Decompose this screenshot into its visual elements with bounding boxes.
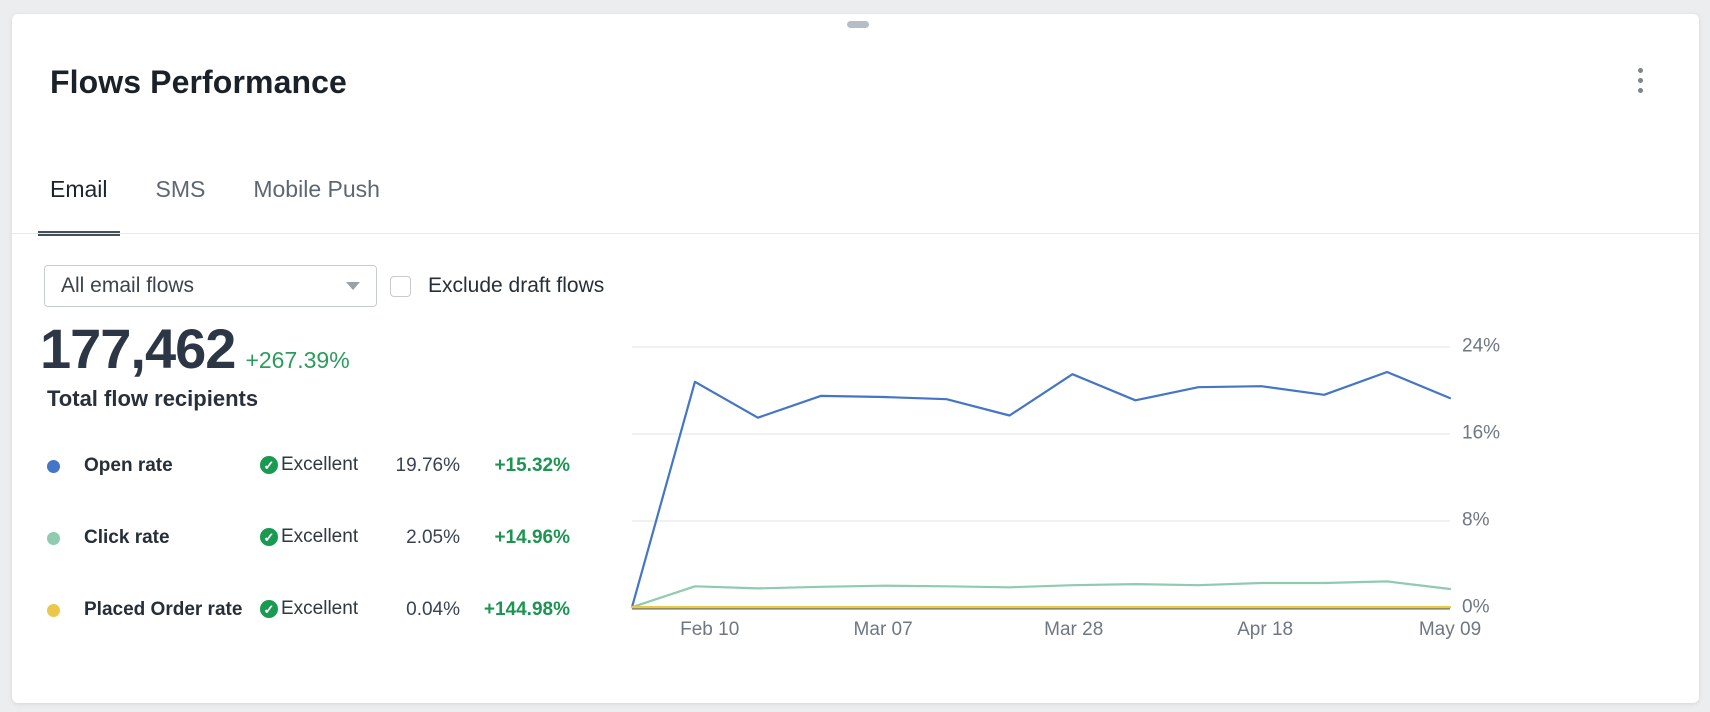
svg-text:8%: 8% [1462,510,1490,531]
svg-text:May 09: May 09 [1419,619,1481,640]
placed-order-rate-legend-dot-icon [47,604,60,617]
svg-text:0%: 0% [1462,597,1490,618]
header-divider [12,233,1699,234]
check-circle-icon: ✓ [260,600,278,618]
metric-value: 19.76% [395,455,460,476]
total-recipients-value: 177,462 [40,317,236,380]
metric-row-click-rate: Click rate ✓ Excellent 2.05% +14.96% [47,526,572,552]
status-text: Excellent [281,598,359,619]
check-circle-icon: ✓ [260,456,278,474]
flows-performance-widget: Flows Performance Email SMS Mobile Push … [12,14,1699,703]
widget-drag-handle-icon[interactable] [847,21,869,28]
metric-change: +14.96% [494,527,570,548]
exclude-draft-flows-option[interactable]: Exclude draft flows [390,265,604,307]
metric-label: Open rate [84,455,173,476]
kebab-menu-icon [1637,77,1643,83]
click-rate-legend-dot-icon [47,532,60,545]
svg-text:24%: 24% [1462,336,1500,357]
kebab-menu-icon [1637,67,1643,73]
status-badge: ✓ Excellent [260,454,358,476]
status-badge: ✓ Excellent [260,526,358,548]
flow-filter-dropdown[interactable]: All email flows [44,265,377,307]
svg-text:Feb 10: Feb 10 [680,619,739,640]
metric-row-open-rate: Open rate ✓ Excellent 19.76% +15.32% [47,454,572,480]
metric-change: +144.98% [483,599,570,620]
metric-value: 2.05% [406,527,460,548]
tab-email[interactable]: Email [38,176,120,236]
exclude-draft-flows-label: Exclude draft flows [428,274,605,297]
tab-mobile-push[interactable]: Mobile Push [241,176,392,236]
metric-row-placed-order-rate: Placed Order rate ✓ Excellent 0.04% +144… [47,598,572,624]
flow-filter-value: All email flows [61,274,195,297]
svg-text:Apr 18: Apr 18 [1237,619,1293,640]
metric-change: +15.32% [494,455,570,476]
open-rate-legend-dot-icon [47,460,60,473]
svg-text:Mar 07: Mar 07 [854,619,913,640]
total-recipients-summary: 177,462 +267.39% [40,316,350,381]
flows-performance-chart: 0% 8% 16% 24% Feb 10 Mar 07 Mar 28 Apr 18 May 09 [630,336,1500,640]
svg-text:Mar 28: Mar 28 [1044,619,1103,640]
page-title: Flows Performance [50,64,347,100]
total-recipients-change: +267.39% [245,347,350,373]
channel-tabs: Email SMS Mobile Push [38,176,392,236]
exclude-draft-flows-checkbox[interactable] [390,275,411,297]
kebab-menu-icon [1637,87,1643,93]
metric-label: Placed Order rate [84,599,243,620]
chevron-down-icon [346,282,360,290]
total-recipients-label: Total flow recipients [47,386,259,411]
metric-label: Click rate [84,527,170,548]
metric-value: 0.04% [406,599,460,620]
svg-text:16%: 16% [1462,423,1500,444]
tab-sms[interactable]: SMS [144,176,218,236]
status-text: Excellent [281,526,359,547]
status-text: Excellent [281,454,359,475]
status-badge: ✓ Excellent [260,598,358,620]
widget-menu-button[interactable] [1622,58,1658,102]
check-circle-icon: ✓ [260,528,278,546]
